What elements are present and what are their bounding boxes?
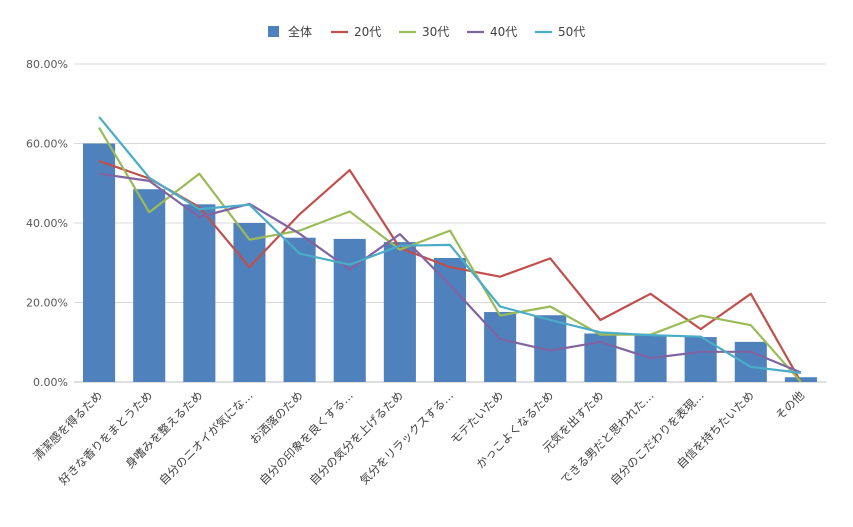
- bar: [83, 143, 116, 382]
- x-tick-label: できる男だと思われた…: [558, 388, 657, 487]
- y-tick-label: 20.00%: [26, 297, 68, 310]
- x-tick-label: 気分をリラックスする…: [357, 388, 456, 487]
- x-tick-label: 自分のニオイが気にな…: [156, 388, 255, 487]
- bar: [383, 242, 416, 382]
- legend: 全体 20代 30代 40代 50代: [268, 24, 585, 39]
- y-tick-label: 0.00%: [33, 376, 68, 389]
- bar: [233, 223, 266, 382]
- bar: [584, 333, 617, 382]
- bar: [433, 257, 467, 382]
- y-tick-label: 60.00%: [26, 138, 68, 151]
- series-line: [98, 159, 802, 383]
- legend-label: 50代: [558, 25, 585, 39]
- bar: [133, 189, 166, 382]
- bar: [183, 204, 216, 382]
- x-tick-label: 自分の気分を上げるため: [307, 388, 406, 487]
- x-tick-label: その他: [773, 388, 808, 423]
- x-axis-labels: 清潔感を得るため好きな香りをまとうため身嗜みを整えるため自分のニオイが気にな…お…: [30, 388, 807, 488]
- bar: [684, 337, 717, 382]
- bar: [283, 237, 316, 382]
- series-line: [98, 127, 802, 383]
- legend-label: 20代: [354, 25, 381, 39]
- legend-label: 30代: [422, 25, 449, 39]
- y-axis-ticks: 0.00% 20.00% 40.00% 60.00% 80.00%: [26, 58, 68, 389]
- y-tick-label: 80.00%: [26, 58, 68, 71]
- legend-label: 40代: [490, 25, 517, 39]
- bar: [734, 341, 767, 382]
- y-tick-label: 40.00%: [26, 217, 68, 230]
- x-tick-label: 好きな香りをまとうため: [56, 388, 155, 487]
- x-tick-label: 自分の印象を良くする…: [257, 388, 356, 487]
- line-series: [98, 116, 802, 383]
- series-line: [98, 172, 802, 374]
- bar-series: [83, 143, 817, 382]
- legend-swatch: [268, 26, 279, 37]
- bar: [784, 377, 817, 382]
- bar: [484, 312, 517, 382]
- x-tick-label: 自分のこだわりを表現…: [607, 388, 706, 487]
- legend-label: 全体: [288, 24, 312, 39]
- series-line: [98, 116, 802, 374]
